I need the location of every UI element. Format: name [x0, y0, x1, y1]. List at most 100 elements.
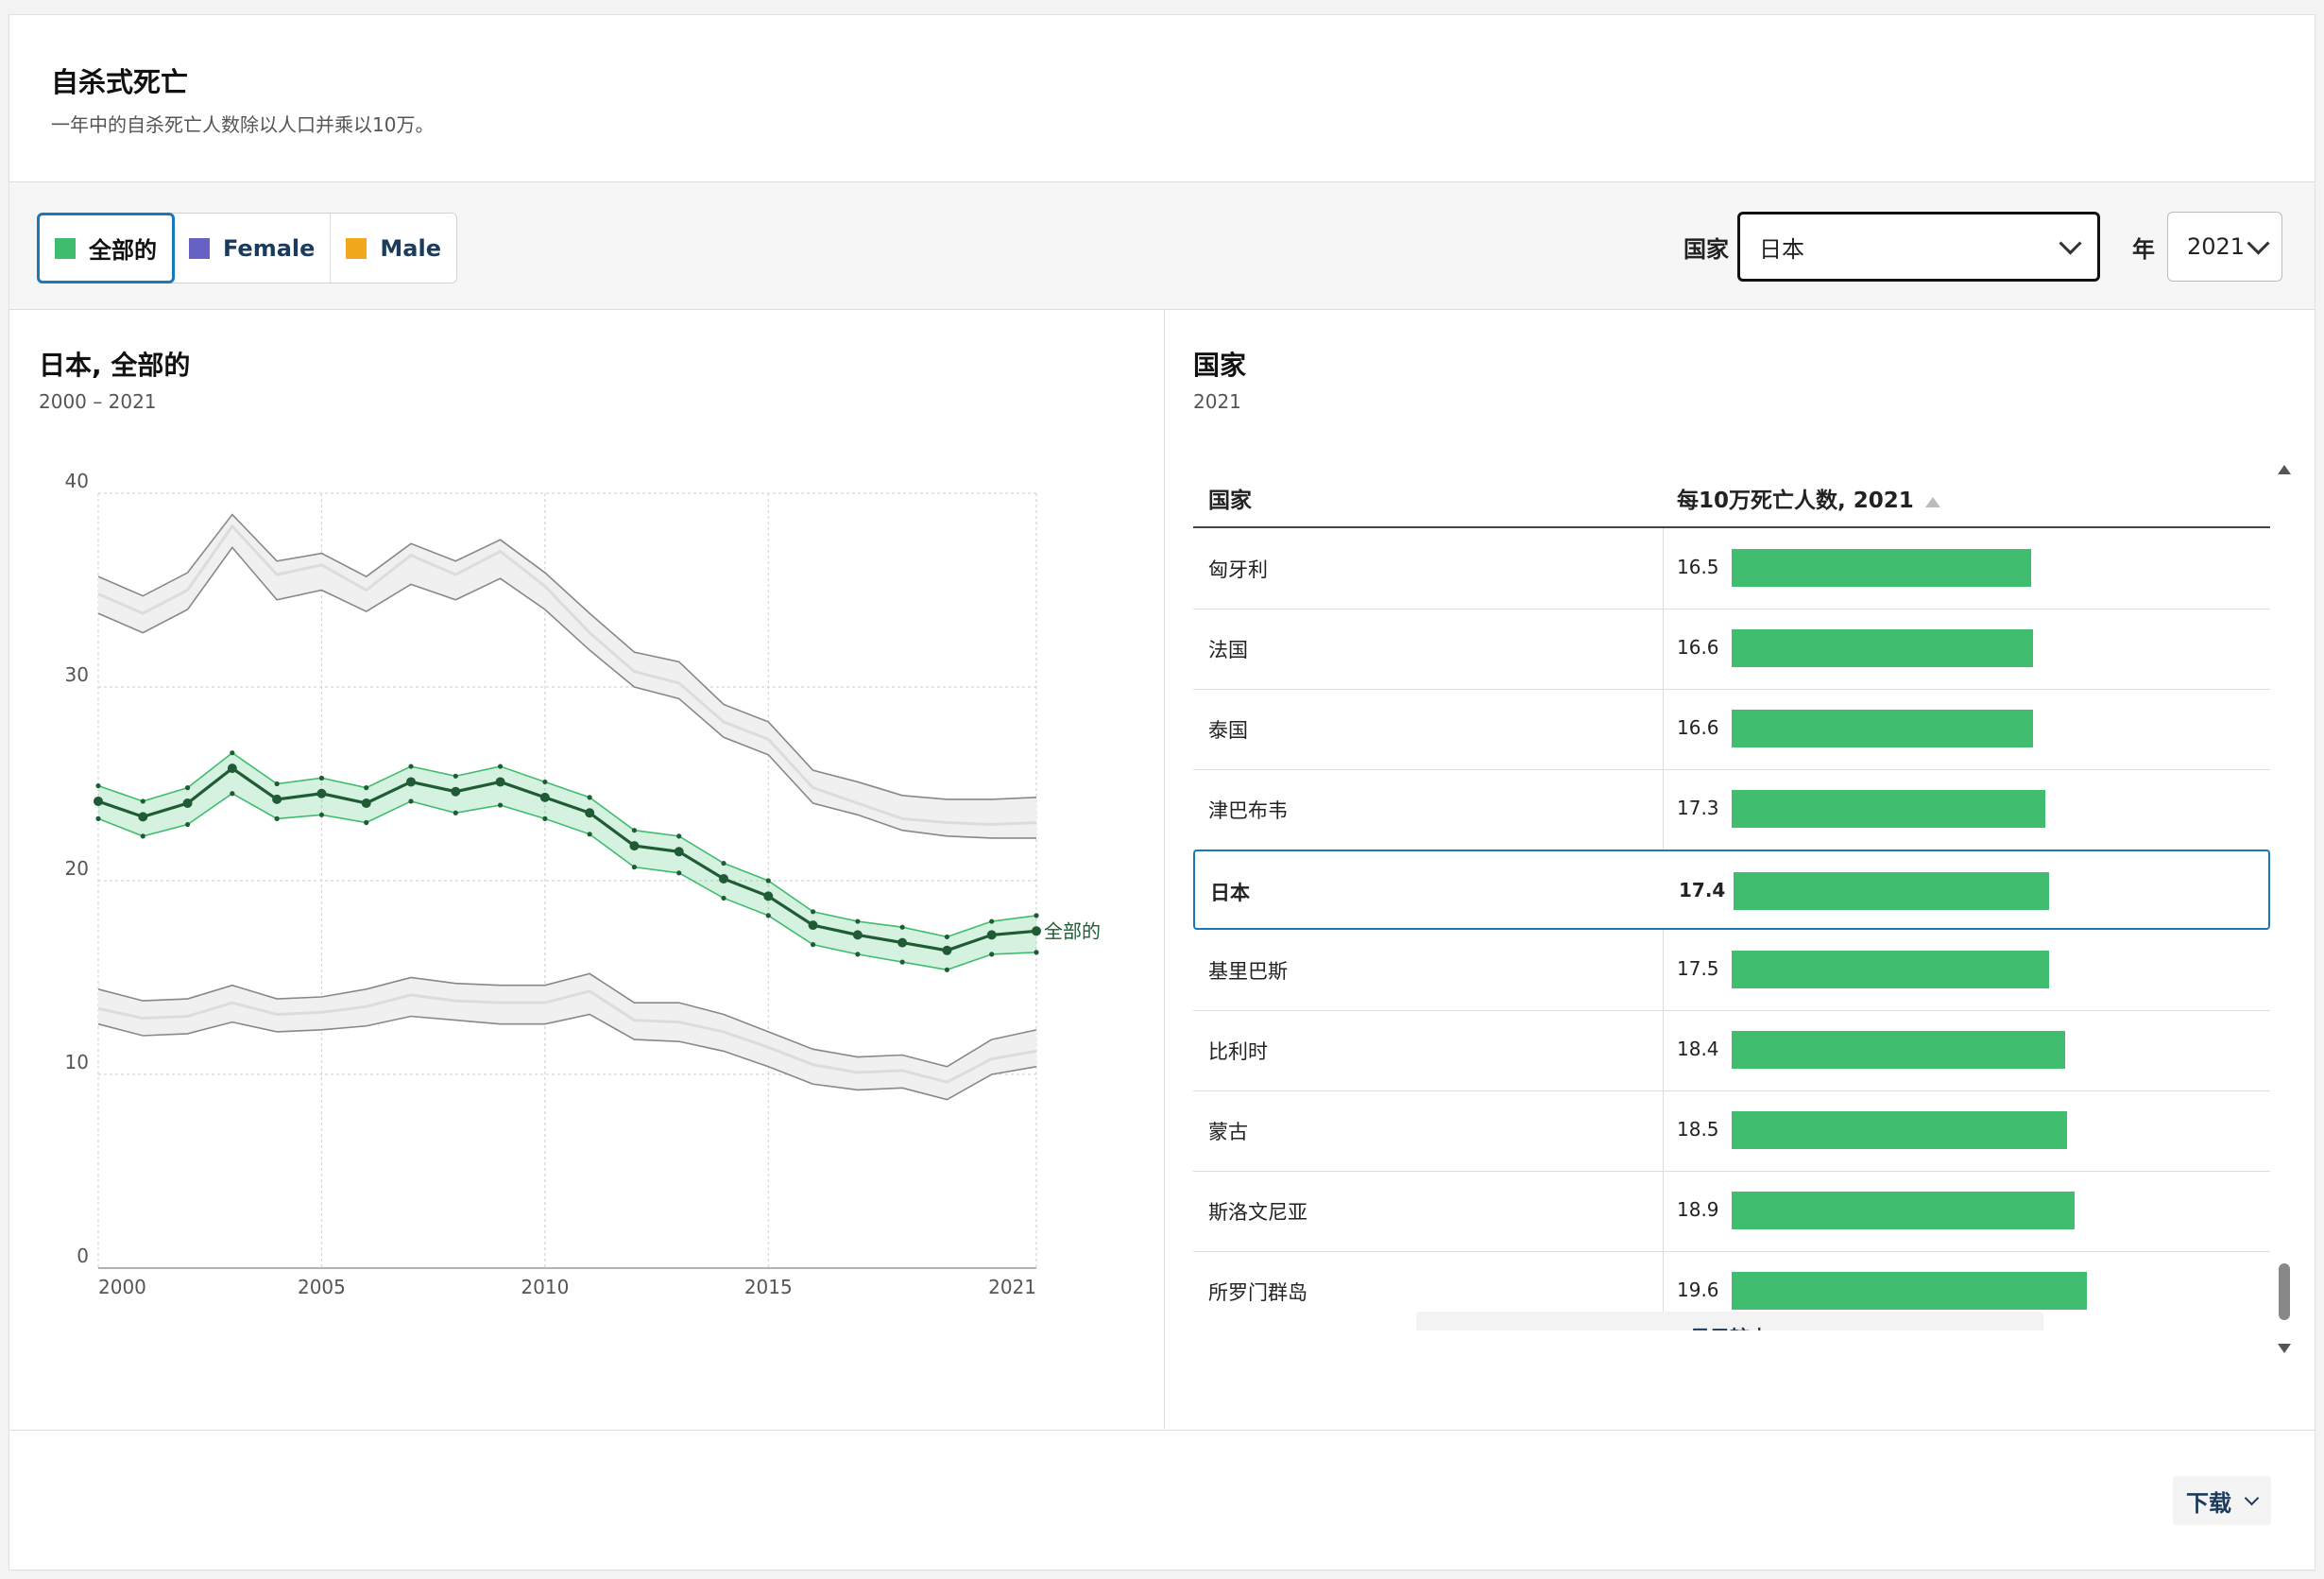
- col-value-header-label: 每10万死亡人数, 2021: [1677, 489, 1914, 513]
- band-point: [631, 865, 638, 870]
- table-row[interactable]: 匈牙利 16.5: [1193, 528, 2270, 609]
- row-value: 16.5: [1677, 556, 1719, 578]
- page-title: 自杀式死亡: [51, 66, 189, 98]
- band-lower-line: [97, 1013, 1037, 1101]
- row-country: 匈牙利: [1208, 558, 1268, 581]
- ranking-panel: 国家 2021 国家 每10万死亡人数, 2021 匈牙利 16.5 法国 16.6 泰…: [1165, 309, 2315, 1429]
- band-point: [364, 819, 369, 826]
- table-row[interactable]: 比利时 18.4: [1193, 1010, 2270, 1091]
- column-divider: [1663, 930, 1664, 1010]
- band-upper-line: [97, 751, 1037, 938]
- col-country-header[interactable]: 国家: [1208, 489, 1252, 513]
- column-divider: [1663, 769, 1664, 850]
- column-divider: [1663, 1171, 1664, 1251]
- tab-female[interactable]: Female: [174, 214, 332, 283]
- tab-male[interactable]: Male: [331, 214, 456, 283]
- data-point: [361, 798, 371, 808]
- y-tick-label: 20: [65, 857, 89, 880]
- data-point: [808, 920, 818, 931]
- band-point: [497, 802, 504, 808]
- col-value-header[interactable]: 每10万死亡人数, 2021: [1677, 482, 1940, 514]
- year-select-label: 年: [2132, 236, 2155, 263]
- card-header: 自杀式死亡 一年中的自杀死亡人数除以人口并乘以10万。: [9, 15, 2315, 181]
- band-point: [95, 782, 101, 789]
- table-row[interactable]: 蒙古 18.5: [1193, 1090, 2270, 1172]
- table-row[interactable]: 泰国 16.6: [1193, 689, 2270, 770]
- value-bar: [1732, 790, 2046, 828]
- table-scrollbar[interactable]: [2278, 465, 2291, 1353]
- band-point: [899, 959, 905, 965]
- data-point: [674, 847, 684, 857]
- band-point: [140, 798, 145, 804]
- download-label: 下载: [2186, 1489, 2231, 1517]
- band-point: [453, 810, 458, 815]
- band-point: [542, 815, 548, 822]
- table-row[interactable]: 基里巴斯 17.5: [1193, 930, 2270, 1011]
- table-row[interactable]: 法国 16.6: [1193, 609, 2270, 690]
- ranking-subtitle: 2021: [1193, 390, 1241, 413]
- band-point: [989, 952, 995, 957]
- scroll-down-icon[interactable]: [2278, 1344, 2291, 1353]
- country-select[interactable]: 日本: [1737, 212, 2100, 282]
- row-value: 19.6: [1677, 1279, 1719, 1301]
- table-row[interactable]: 日本 17.4: [1193, 850, 2270, 930]
- data-point: [451, 786, 461, 797]
- band-point: [318, 775, 325, 781]
- data-point: [94, 796, 103, 806]
- row-value: 17.3: [1677, 797, 1719, 819]
- band-upper-line: [97, 513, 1037, 800]
- data-point: [316, 788, 327, 798]
- scroll-thumb[interactable]: [2279, 1263, 2290, 1320]
- card-footer: 下载: [9, 1430, 2315, 1570]
- value-bar: [1732, 710, 2033, 747]
- row-country: 泰国: [1208, 719, 1248, 742]
- band-point: [855, 918, 861, 924]
- band-point: [140, 833, 145, 839]
- data-point: [629, 841, 640, 851]
- data-point: [495, 777, 505, 787]
- value-bar: [1732, 1031, 2066, 1069]
- sort-ascending-icon: [1924, 497, 1940, 507]
- value-bar: [1732, 629, 2033, 667]
- row-country: 法国: [1208, 639, 1248, 661]
- data-point: [406, 777, 416, 787]
- chevron-down-icon: [2244, 1490, 2260, 1505]
- column-divider: [1663, 1251, 1664, 1330]
- series-end-label: 全部的: [1044, 919, 1101, 942]
- x-tick-label: 2015: [744, 1276, 793, 1298]
- band-point: [364, 785, 369, 791]
- column-divider: [1663, 528, 1664, 609]
- show-less-button[interactable]: 显示较少: [1416, 1312, 2043, 1330]
- tab-male-label: Male: [380, 234, 441, 262]
- confidence-band: [98, 973, 1036, 1100]
- x-tick-label: 2000: [98, 1276, 146, 1298]
- table-row[interactable]: 斯洛文尼亚 18.9: [1193, 1171, 2270, 1252]
- data-point: [852, 930, 863, 940]
- row-value: 18.9: [1677, 1198, 1719, 1221]
- band-point: [274, 781, 280, 787]
- band-point: [1034, 913, 1039, 918]
- tab-all[interactable]: 全部的: [37, 213, 175, 283]
- data-point: [138, 812, 148, 822]
- male-swatch: [346, 237, 367, 259]
- trend-title: 日本, 全部的: [39, 350, 191, 381]
- controls-bar: 全部的 Female Male 国家 日本 年 2021: [9, 181, 2315, 310]
- band-point: [497, 764, 504, 769]
- table-row[interactable]: 津巴布韦 17.3: [1193, 769, 2270, 850]
- band-point: [230, 791, 235, 797]
- band-point: [95, 815, 101, 822]
- table-row[interactable]: 所罗门群岛 19.6: [1193, 1251, 2270, 1330]
- series-line: [97, 766, 1037, 953]
- band-point: [453, 773, 458, 779]
- x-tick-label: 2010: [521, 1276, 569, 1298]
- trend-panel: 日本, 全部的 2000 – 2021 0 10 20 30 40 2000 2005 201…: [9, 309, 1165, 1429]
- year-select[interactable]: 2021: [2167, 212, 2282, 282]
- band-point: [587, 832, 592, 837]
- background-series-line: [97, 523, 1037, 827]
- band-point: [721, 860, 726, 867]
- row-country: 斯洛文尼亚: [1208, 1201, 1307, 1224]
- value-bar: [1732, 1192, 2075, 1229]
- scroll-up-icon[interactable]: [2278, 465, 2291, 474]
- value-bar: [1732, 1111, 2068, 1149]
- download-button[interactable]: 下载: [2173, 1476, 2271, 1525]
